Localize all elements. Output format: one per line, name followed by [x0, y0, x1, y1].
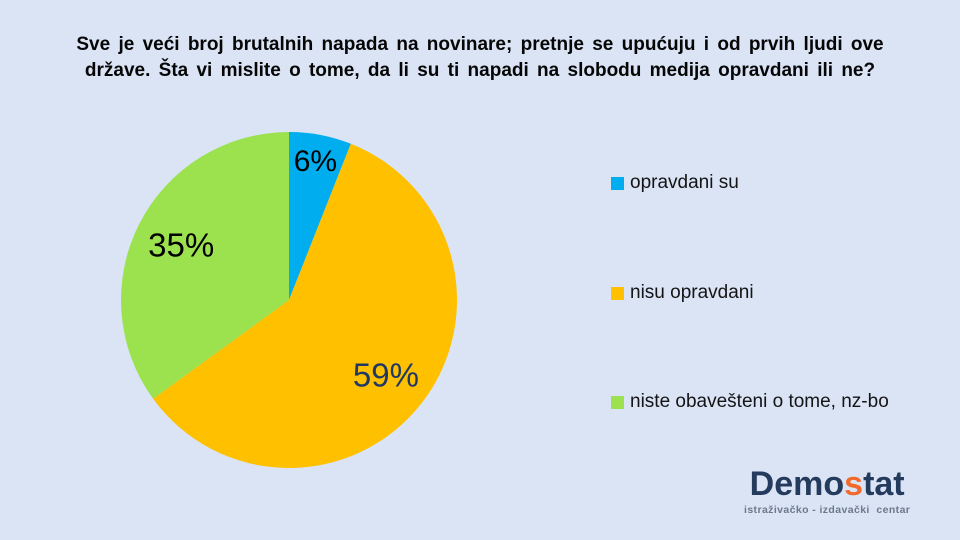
legend-swatch	[611, 286, 624, 300]
pie-slice	[121, 132, 290, 399]
legend-item: nisu opravdani	[611, 282, 754, 304]
legend-label: opravdani su	[630, 172, 739, 193]
brand-tagline: istraživačko - izdavački centar	[744, 504, 911, 517]
brand-accent-letter: s	[844, 465, 864, 503]
legend-item: niste obavešteni o tome, nz-bo	[611, 391, 889, 413]
pie-slice	[289, 132, 351, 300]
pie-slice	[153, 143, 457, 468]
chart-title: Sve je veći broj brutalnih napada na nov…	[65, 32, 895, 84]
pie-data-label: 35%	[148, 227, 214, 264]
brand-part2: tat	[863, 465, 905, 503]
chart-title-line1: Sve je veći broj brutalnih napada na nov…	[76, 34, 884, 55]
pie-svg: 6% 59% 35%	[121, 132, 457, 468]
legend-swatch	[611, 395, 624, 409]
brand-logo: Demostat istraživačko - izdavački centar	[744, 465, 910, 516]
brand-wordmark: Demostat	[744, 465, 910, 504]
legend-item: opravdani su	[611, 172, 739, 194]
chart-title-line2: države. Šta vi mislite o tome, da li su …	[84, 60, 876, 81]
legend-label: nisu opravdani	[630, 282, 754, 303]
legend-swatch	[611, 176, 624, 190]
pie-data-label: 6%	[294, 145, 337, 178]
pie-data-label: 59%	[353, 357, 419, 394]
pie-chart: 6% 59% 35%	[121, 132, 457, 468]
brand-part1: Demo	[749, 465, 845, 503]
legend-label: niste obavešteni o tome, nz-bo	[630, 391, 889, 412]
